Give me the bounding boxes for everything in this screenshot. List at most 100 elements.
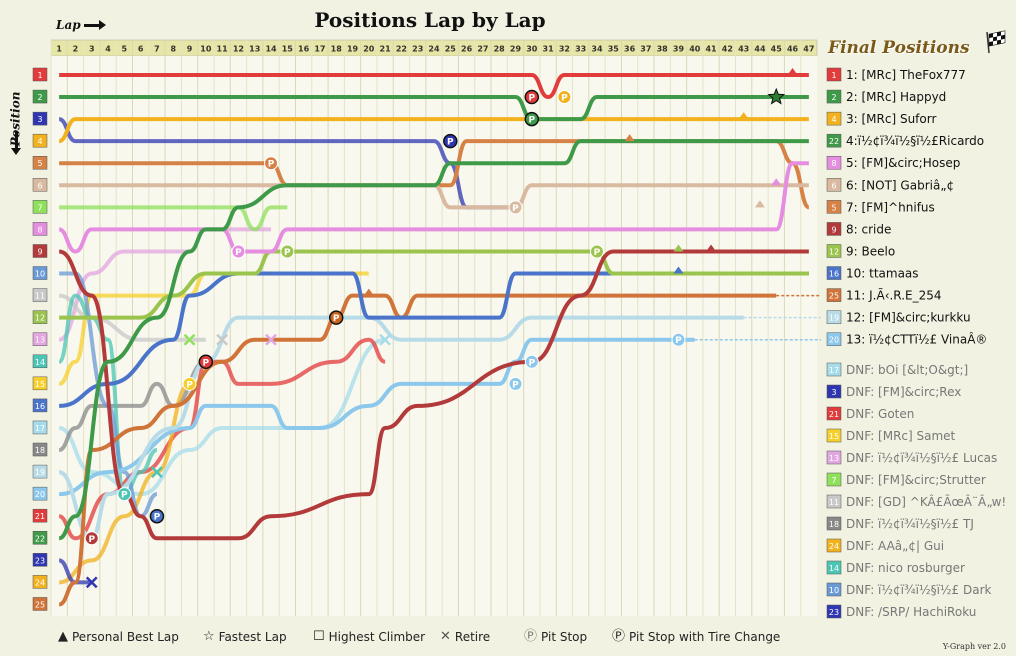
start-position-box [32, 332, 48, 346]
pit-stop-marker [589, 244, 604, 259]
retire-marker [183, 333, 196, 346]
pit-stop-label: P [121, 491, 128, 501]
position-tick-label: 24 [35, 578, 45, 587]
start-position-box [32, 376, 48, 391]
start-position-box [32, 464, 48, 479]
fastest-lap-marker [767, 87, 786, 105]
final-start-label: 23 [829, 608, 839, 617]
pit-stop-label: P [235, 248, 242, 258]
final-start-label: 7 [831, 476, 836, 485]
dnf-driver-label: DNF: bOi [&lt;O&gt;] [846, 363, 968, 377]
final-start-label: 10 [829, 586, 839, 595]
final-driver-label: 5: [FM]&circ;Hosep [846, 156, 960, 170]
start-position-box [32, 420, 48, 435]
dnf-driver-label: DNF: ï½¢ï¾ï½§ï½£ TJ [846, 517, 974, 531]
final-driver-label: 1: [MRc] TheFox777 [846, 68, 966, 82]
position-tick-label: 11 [35, 292, 45, 301]
final-start-box [826, 155, 842, 170]
final-positions-title: Final Positions [828, 38, 970, 58]
pit-stop-label: P [528, 94, 535, 104]
position-tick-label: 9 [37, 247, 42, 256]
start-position-box [32, 266, 48, 280]
lap-tick-label: 43 [738, 45, 749, 54]
dnf-driver-label: DNF: /SRP/ HachiRoku [846, 605, 976, 619]
dnf-driver-label: DNF: [MRc] Samet [846, 429, 956, 443]
lap-tick-label: 23 [412, 45, 423, 54]
checkered-flag-icon [986, 30, 1006, 54]
pit-stop-marker [508, 376, 523, 391]
final-start-label: 12 [829, 247, 839, 256]
pit-stop-marker [182, 376, 197, 391]
pit-stop-label: P [447, 138, 454, 148]
series-line [59, 139, 810, 210]
position-tick-label: 8 [37, 225, 42, 234]
pit-stop-icon: Ⓟ [524, 629, 538, 644]
personal-best-marker [754, 200, 765, 208]
personal-best-marker [787, 68, 798, 75]
lap-tick-label: 34 [591, 45, 603, 54]
lap-tick-label: 29 [510, 45, 522, 54]
lap-tick-label: 4 [105, 45, 111, 54]
position-arrow-icon [11, 132, 21, 155]
lap-tick-label: 2 [73, 45, 79, 54]
lap-tick-label: 40 [689, 45, 701, 54]
position-tick-label: 1 [37, 71, 42, 80]
pit-stop-marker [524, 111, 540, 127]
dnf-driver-label: DNF: AAâ„¢| Gui [846, 539, 944, 553]
position-tick-label: 17 [35, 424, 45, 433]
pit-stop-label: P [268, 160, 275, 170]
pit-stop-marker [280, 244, 295, 259]
start-position-box [32, 67, 48, 82]
dnf-driver-label: DNF: [GD] ^KÂ£ÃœÂ¨Â„w! [846, 494, 1006, 509]
pit-stop-label: P [203, 358, 210, 368]
final-start-label: 17 [829, 366, 839, 375]
position-tick-label: 23 [35, 556, 45, 565]
pit-stop-marker [231, 244, 246, 259]
final-driver-label: 2: [MRc] Happyd [846, 90, 946, 104]
final-start-label: 15 [829, 432, 839, 441]
lap-tick-label: 19 [347, 45, 359, 54]
pit-stop-marker [557, 90, 572, 105]
dnf-driver-label: DNF: ï½¢ï¾ï½§ï½£ Dark [846, 583, 992, 597]
start-position-box [32, 575, 48, 589]
legend-fastest-lap: ☆ Fastest Lap [203, 629, 287, 644]
retire-icon: ✕ [440, 629, 451, 644]
legend-personal-best: ▲ Personal Best Lap [58, 629, 179, 644]
lap-tick-label: 33 [575, 45, 586, 54]
lap-tick-label: 5 [122, 45, 128, 54]
final-start-box [826, 472, 842, 487]
lap-axis-label: Lap [56, 18, 81, 32]
pit-stop-marker [508, 200, 523, 215]
start-position-box [32, 354, 48, 369]
final-start-box [826, 582, 842, 597]
lap-tick-label: 30 [526, 45, 538, 54]
final-driver-label: 8: cride [846, 222, 891, 236]
pit-stop-marker [443, 133, 458, 149]
pit-stop-marker [198, 354, 214, 370]
final-start-box [826, 560, 842, 575]
lap-tick-label: 26 [461, 45, 473, 54]
final-driver-label: 12: [FM]&circ;kurkku [846, 311, 971, 325]
final-start-box [826, 310, 842, 324]
lap-tick-label: 1 [56, 45, 62, 54]
legend-pit-stop-tire: Ⓟ Pit Stop with Tire Change [612, 629, 781, 644]
pit-stop-label: P [561, 94, 568, 104]
lap-tick-label: 3 [89, 45, 95, 54]
position-tick-label: 7 [37, 203, 42, 212]
lap-tick-label: 32 [559, 45, 570, 54]
final-driver-label: 9: Beelo [846, 244, 895, 258]
pit-stop-marker [524, 89, 540, 105]
final-start-label: 6 [831, 181, 836, 190]
lap-tick-label: 8 [170, 45, 176, 54]
dnf-series-line [58, 337, 386, 497]
lap-tick-label: 38 [657, 45, 669, 54]
lap-tick-label: 37 [640, 45, 651, 54]
pit-stop-label: P [594, 248, 601, 258]
lap-tick-label: 16 [298, 45, 310, 54]
final-start-label: 24 [829, 542, 839, 551]
final-start-label: 21 [829, 410, 839, 419]
final-start-box [826, 538, 842, 553]
lap-tick-label: 17 [314, 45, 325, 54]
position-tick-label: 20 [35, 490, 45, 499]
pit-stop-label: P [528, 116, 535, 126]
